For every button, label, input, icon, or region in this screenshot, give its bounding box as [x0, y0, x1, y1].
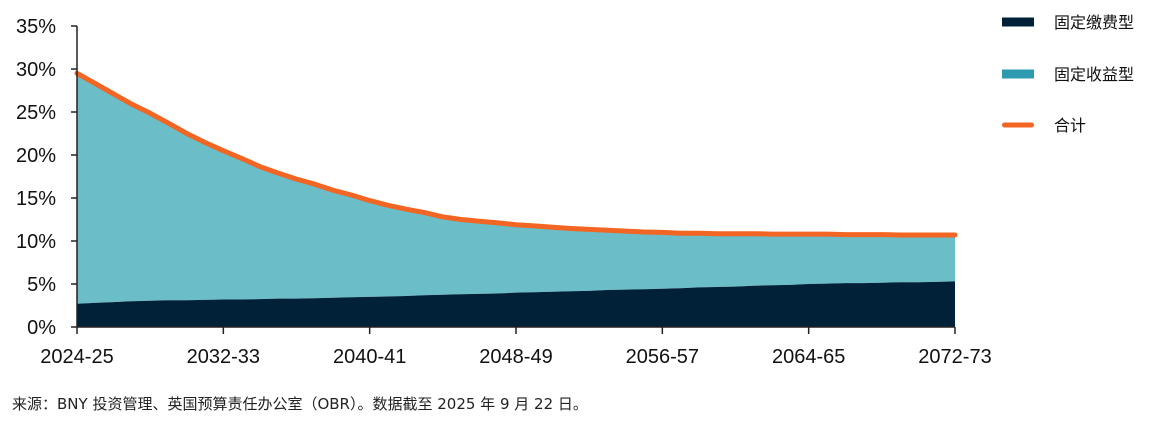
legend-label: 合计: [1054, 116, 1086, 135]
legend-swatch: [1002, 17, 1034, 27]
defined-benefit-area: [77, 73, 955, 304]
x-tick-label: 2056-57: [626, 346, 699, 368]
y-tick-label: 0%: [27, 317, 56, 339]
y-tick-label: 35%: [16, 16, 56, 38]
y-tick-label: 15%: [16, 188, 56, 210]
x-tick-label: 2024-25: [40, 346, 113, 368]
legend-label: 固定收益型: [1054, 65, 1134, 84]
y-tick-label: 25%: [16, 102, 56, 124]
x-tick-label: 2032-33: [187, 346, 260, 368]
y-tick-label: 30%: [16, 59, 56, 81]
x-tick-label: 2040-41: [333, 346, 406, 368]
legend-swatch: [1002, 69, 1034, 79]
y-tick-label: 5%: [27, 274, 56, 296]
x-tick-label: 2048-49: [479, 346, 552, 368]
y-tick-label: 10%: [16, 231, 56, 253]
defined-contribution-area: [77, 281, 955, 327]
chart-axes: 0% 5% 10% 15% 20% 25% 30% 35% 2024-25 2032-33 2040…: [16, 16, 992, 368]
pension-cost-chart: 0% 5% 10% 15% 20% 25% 30% 35% 2024-25 2032-33 2040…: [16, 13, 1134, 368]
chart-areas: [74, 70, 958, 327]
x-tick-label: 2064-65: [772, 346, 845, 368]
legend-label: 固定缴费型: [1054, 13, 1134, 32]
y-tick-label: 20%: [16, 145, 56, 167]
source-note: 来源：BNY 投资管理、英国预算责任办公室（OBR）。数据截至 2025 年 9…: [12, 395, 588, 413]
legend-swatch: [1002, 122, 1034, 128]
total-line: [74, 70, 958, 238]
x-tick-label: 2072-73: [918, 346, 991, 368]
